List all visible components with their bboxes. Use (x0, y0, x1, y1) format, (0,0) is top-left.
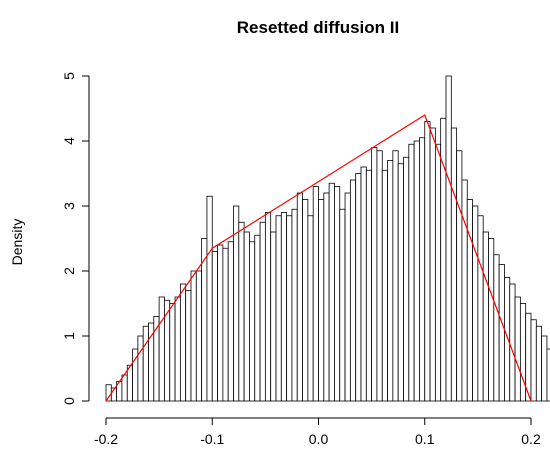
x-tick-label: 0.1 (415, 431, 435, 447)
histogram-bar (397, 163, 404, 402)
histogram-bar (334, 186, 341, 402)
histogram-bar (318, 199, 325, 402)
histogram-bar (461, 179, 468, 402)
histogram-bar (126, 364, 133, 402)
histogram-bar (493, 254, 500, 402)
histogram-bar (541, 335, 548, 402)
histogram-bar (222, 247, 229, 402)
histogram-bar (355, 173, 362, 402)
histogram-bar (392, 150, 399, 402)
density-line (105, 114, 532, 402)
histogram-bar (371, 147, 378, 402)
histogram-bar (148, 322, 155, 402)
histogram-bar (217, 244, 224, 402)
histogram-bar (206, 195, 213, 402)
histogram-bar (477, 215, 484, 402)
y-tick-label: 4 (61, 137, 77, 145)
histogram-bar (249, 241, 256, 402)
histogram-bar (302, 199, 309, 402)
histogram-bar (456, 150, 463, 402)
histogram-bar (504, 277, 511, 402)
y-tick-label: 0 (61, 397, 77, 405)
histogram-bar (169, 303, 176, 402)
histogram-bar (535, 325, 543, 402)
histogram-bar (195, 270, 203, 402)
histogram-bar (408, 143, 415, 402)
histogram-bar (482, 231, 489, 402)
x-tick-label: 0.0 (309, 431, 329, 447)
histogram-bar (376, 150, 383, 402)
histogram-bar (174, 296, 181, 402)
histogram-bar (509, 283, 516, 402)
histogram-bar (286, 215, 293, 402)
chart-title: Resetted diffusion II (237, 18, 399, 37)
histogram-bar (424, 121, 431, 402)
x-tick-label: -0.2 (94, 431, 118, 447)
histogram-bar (121, 374, 128, 402)
histogram-bar (227, 241, 234, 402)
histogram-bar (472, 205, 479, 402)
histogram-bar (142, 325, 149, 402)
y-tick-label: 1 (61, 332, 77, 340)
y-tick-label: 5 (61, 72, 77, 80)
histogram-bar (339, 208, 346, 402)
histogram-bar (466, 199, 473, 402)
histogram-bar (429, 127, 436, 402)
histogram-bar (307, 215, 314, 402)
histogram-bar (488, 238, 495, 402)
x-tick-label: 0.2 (521, 431, 541, 447)
x-tick-label: -0.1 (200, 431, 224, 447)
histogram-bar (264, 212, 272, 402)
histogram-bar (450, 127, 458, 402)
histogram-bar (413, 140, 420, 402)
histogram-bar (105, 384, 112, 402)
histogram-bar (419, 137, 426, 402)
y-tick-label: 2 (61, 267, 77, 275)
y-axis-label: Density (9, 219, 25, 266)
histogram-bar (179, 283, 187, 402)
histogram-bar (238, 221, 245, 402)
histogram-bar (211, 251, 218, 402)
histogram-bar (233, 205, 240, 402)
histogram-bar (275, 215, 282, 402)
histogram-bar (349, 179, 357, 402)
histogram-bar (498, 264, 505, 402)
histogram-bar (328, 182, 335, 402)
histogram-bar (514, 296, 521, 402)
histogram-bar (387, 160, 394, 402)
y-axis: 0 1 2 3 4 5 (61, 72, 90, 405)
x-axis: -0.2 -0.1 0.0 0.1 0.2 (94, 417, 541, 447)
histogram-bar (190, 270, 197, 402)
histogram-bar (403, 156, 410, 402)
histogram-bar (519, 303, 527, 402)
histogram-bar (137, 335, 144, 402)
y-tick-label: 3 (61, 202, 77, 210)
histogram-bar (445, 75, 452, 402)
histogram-bar (312, 186, 319, 402)
histogram-bar (381, 169, 388, 402)
histogram-bar (360, 166, 367, 402)
histogram-bar (296, 192, 303, 402)
histogram-bar (270, 231, 277, 402)
histogram-bar (254, 234, 261, 402)
histogram-bar (291, 208, 298, 402)
histogram-bar (344, 192, 351, 402)
histogram-bar (243, 231, 250, 402)
histogram-bar (259, 221, 266, 402)
histogram-bar (185, 290, 192, 402)
histogram-bar (530, 319, 537, 402)
histogram-bar (158, 296, 165, 402)
histogram-bar (323, 192, 330, 402)
histogram-bar (280, 212, 288, 402)
histogram-bars (105, 75, 550, 402)
histogram-bar (365, 169, 373, 402)
histogram-bar (434, 143, 442, 402)
